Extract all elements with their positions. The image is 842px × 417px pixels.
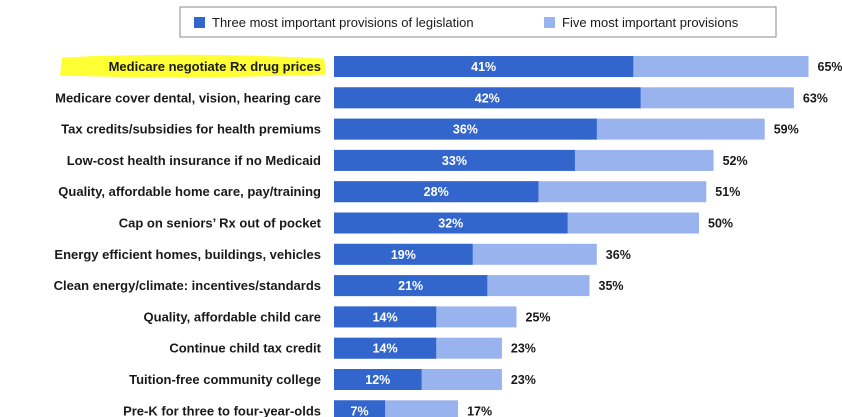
value-label-five-most-low-cost-health-insurance-if-no-medicaid: 52%: [723, 154, 748, 168]
value-label-five-most-pre-k-for-three-to-four-year-olds: 17%: [467, 404, 492, 417]
bar-three-most-medicare-cover-dental-vision-hearing-care: [334, 87, 641, 109]
category-label-medicare-cover-dental-vision-hearing-care: Medicare cover dental, vision, hearing c…: [55, 90, 321, 105]
value-label-three-most-energy-efficient-homes-buildings-vehicles: 19%: [391, 248, 416, 262]
value-label-three-most-tuition-free-community-college: 12%: [365, 373, 390, 387]
category-label-energy-efficient-homes-buildings-vehicles: Energy efficient homes, buildings, vehic…: [54, 247, 321, 262]
value-label-three-most-quality-affordable-child-care: 14%: [373, 310, 398, 324]
category-label-medicare-negotiate-rx-drug-prices: Medicare negotiate Rx drug prices: [109, 59, 321, 74]
bar-three-most-low-cost-health-insurance-if-no-medicaid: [334, 149, 575, 171]
value-label-three-most-cap-on-seniors-rx-out-of-pocket: 32%: [438, 217, 463, 231]
legend-label-five-most: Five most important provisions: [562, 15, 739, 30]
value-label-three-most-medicare-cover-dental-vision-hearing-care: 42%: [475, 91, 500, 105]
bar-three-most-medicare-negotiate-rx-drug-prices: [334, 56, 634, 77]
category-highlight: [60, 54, 326, 78]
value-label-five-most-energy-efficient-homes-buildings-vehicles: 36%: [606, 248, 631, 262]
category-label-cap-on-seniors-rx-out-of-pocket: Cap on seniors’ Rx out of pocket: [119, 216, 322, 231]
bar-three-most-pre-k-for-three-to-four-year-olds: [334, 400, 386, 417]
value-label-five-most-medicare-cover-dental-vision-hearing-care: 63%: [803, 91, 828, 105]
value-label-three-most-low-cost-health-insurance-if-no-medicaid: 33%: [442, 154, 467, 168]
value-label-five-most-tax-credits-subsidies-for-health-premiums: 59%: [774, 123, 799, 137]
category-label-quality-affordable-home-care-pay-training: Quality, affordable home care, pay/train…: [58, 184, 321, 199]
value-label-five-most-medicare-negotiate-rx-drug-prices: 65%: [818, 60, 842, 74]
bar-three-most-energy-efficient-homes-buildings-vehicles: [334, 243, 473, 265]
legend-swatch-three-most: [194, 17, 205, 28]
bar-three-most-continue-child-tax-credit: [334, 337, 437, 359]
bar-three-most-quality-affordable-home-care-pay-training: [334, 181, 539, 203]
bar-three-most-cap-on-seniors-rx-out-of-pocket: [334, 212, 568, 234]
value-label-five-most-quality-affordable-home-care-pay-training: 51%: [715, 185, 740, 199]
value-label-three-most-medicare-negotiate-rx-drug-prices: 41%: [471, 60, 496, 74]
category-label-continue-child-tax-credit: Continue child tax credit: [169, 341, 321, 356]
value-label-three-most-pre-k-for-three-to-four-year-olds: 7%: [351, 404, 369, 417]
legend-swatch-five-most: [544, 17, 555, 28]
category-label-tax-credits-subsidies-for-health-premiums: Tax credits/subsidies for health premium…: [61, 122, 321, 137]
bar-three-most-tax-credits-subsidies-for-health-premiums: [334, 118, 597, 140]
value-label-three-most-clean-energy-climate-incentives-standards: 21%: [398, 279, 423, 293]
value-label-five-most-quality-affordable-child-care: 25%: [526, 310, 551, 324]
value-label-five-most-continue-child-tax-credit: 23%: [511, 342, 536, 356]
legend-box: [179, 6, 777, 38]
value-label-five-most-tuition-free-community-college: 23%: [511, 373, 536, 387]
value-label-five-most-clean-energy-climate-incentives-standards: 35%: [599, 279, 624, 293]
category-label-quality-affordable-child-care: Quality, affordable child care: [144, 309, 321, 324]
chart-legend: Three most important provisions of legis…: [179, 6, 777, 38]
value-label-three-most-quality-affordable-home-care-pay-training: 28%: [424, 185, 449, 199]
value-label-five-most-cap-on-seniors-rx-out-of-pocket: 50%: [708, 217, 733, 231]
bar-three-most-tuition-free-community-college: [334, 369, 422, 390]
bar-three-most-clean-energy-climate-incentives-standards: [334, 275, 488, 297]
category-label-tuition-free-community-college: Tuition-free community college: [129, 372, 321, 387]
plot-area: Medicare negotiate Rx drug prices 41% 65% M…: [54, 54, 842, 417]
value-label-three-most-continue-child-tax-credit: 14%: [373, 342, 398, 356]
category-label-clean-energy-climate-incentives-standards: Clean energy/climate: incentives/standar…: [54, 278, 321, 293]
bar-three-most-quality-affordable-child-care: [334, 306, 437, 328]
category-label-low-cost-health-insurance-if-no-medicaid: Low-cost health insurance if no Medicaid: [67, 153, 321, 168]
category-label-pre-k-for-three-to-four-year-olds: Pre-K for three to four-year-olds: [123, 403, 321, 417]
value-label-three-most-tax-credits-subsidies-for-health-premiums: 36%: [453, 123, 478, 137]
legend-label-three-most: Three most important provisions of legis…: [212, 15, 474, 30]
